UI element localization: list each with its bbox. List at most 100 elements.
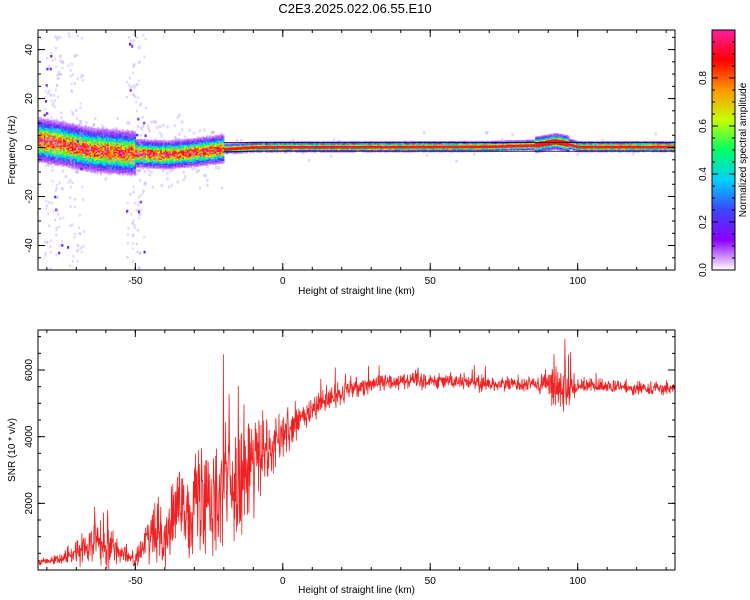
spectrogram-cell	[352, 144, 355, 146]
spectrogram-cell	[82, 131, 85, 135]
spectrogram-cell	[328, 148, 331, 150]
spectrogram-cell	[99, 165, 103, 167]
spectrogram-cell	[158, 159, 162, 162]
spectrogram-cell	[119, 154, 122, 157]
spectrogram-cell	[51, 162, 54, 164]
spectrogram-cell	[169, 160, 172, 163]
spectrogram-cell	[243, 148, 246, 151]
spectrogram-cell	[439, 145, 442, 148]
spectrogram-cell	[49, 141, 52, 144]
spectrogram-cell	[76, 158, 79, 161]
spectrogram-cell	[445, 141, 448, 143]
spectrogram-cell	[94, 169, 97, 172]
spectrogram-cell	[77, 127, 80, 130]
spectrogram-cell	[67, 163, 70, 166]
spectrogram-cell	[212, 130, 215, 134]
spectrogram-cell	[133, 156, 136, 159]
spectrogram-cell	[38, 154, 41, 157]
spectrogram-cell	[122, 170, 125, 173]
spectrogram-cell	[428, 143, 431, 146]
spectrogram-cell	[300, 149, 303, 152]
spectrogram-cell	[83, 150, 86, 153]
spectrogram-cell	[97, 134, 100, 138]
spectrogram-cell	[48, 122, 51, 125]
spectrogram-cell	[98, 147, 101, 150]
spectrogram-cell	[201, 149, 204, 152]
spectrogram-cell	[42, 159, 45, 162]
spectrogram-cell	[214, 161, 218, 164]
spectrogram-cell	[111, 163, 114, 166]
spectrogram-cell	[147, 158, 150, 161]
spectrogram-cell	[40, 136, 44, 139]
spectrogram-cell	[313, 142, 316, 145]
spectrogram-cell	[108, 153, 111, 156]
spectrogram-cell	[80, 155, 83, 158]
spectrogram-cell	[253, 144, 256, 147]
spectrogram-cell	[95, 144, 98, 147]
spectrogram-cell	[122, 153, 125, 157]
spectrogram-cell	[111, 151, 114, 154]
spectrogram-cell	[324, 141, 327, 145]
spectrogram-cell	[125, 156, 128, 159]
spectrogram-cell	[195, 170, 199, 174]
spectrogram-cell	[116, 128, 119, 131]
spectrogram-cell	[116, 159, 119, 162]
spectrogram-cell	[446, 149, 449, 152]
spectrogram-cell	[111, 133, 114, 136]
spectrogram-cell	[184, 152, 187, 155]
spectrogram-cell	[88, 136, 91, 139]
spectrogram-cell	[200, 150, 203, 153]
spectrogram-cell	[135, 143, 138, 145]
spectrogram-cell	[234, 152, 237, 155]
spectrogram-cell	[127, 157, 131, 160]
spectrogram-cell	[88, 144, 91, 147]
spectrogram-cell	[293, 144, 296, 148]
spectrogram-cell	[42, 153, 45, 156]
spectrogram-cell	[170, 149, 173, 152]
spectrogram-cell	[184, 149, 187, 153]
spectrogram-cell	[76, 150, 79, 153]
spectrogram-cell	[210, 140, 213, 143]
spectrogram-cell	[291, 149, 294, 152]
spectrogram-cell	[83, 130, 86, 133]
spectrogram-cell	[46, 133, 49, 135]
spectrogram-cell	[330, 149, 333, 152]
spectrogram-cell	[206, 136, 209, 139]
spectrogram-cell	[209, 151, 212, 154]
spectrogram-cell	[95, 128, 98, 131]
spectrogram-cell	[219, 133, 222, 136]
spectrogram-cell	[69, 155, 72, 158]
spectrogram-cell	[51, 140, 54, 143]
spectrogram-cell	[58, 136, 61, 139]
spectrogram-cell	[299, 149, 302, 152]
spectrogram-cell	[123, 136, 126, 138]
spectrogram-cell	[189, 157, 193, 160]
spectrogram-cell	[212, 144, 215, 146]
spectrogram-cell	[77, 165, 80, 168]
spectrogram-cell	[182, 145, 185, 148]
spectrogram-cell	[210, 144, 213, 147]
spectrogram-cell	[154, 165, 157, 168]
spectrogram-cell	[107, 141, 110, 144]
spectrogram-cell	[85, 133, 88, 136]
spectrogram-cell	[273, 142, 277, 145]
spectrogram-cell	[110, 169, 113, 172]
spectrogram-cell	[365, 148, 368, 151]
spectrogram-cell	[117, 142, 120, 145]
spectrogram-cell	[133, 170, 136, 173]
spectrogram-cell	[437, 145, 440, 148]
spectrogram-cell	[332, 142, 336, 145]
spectrogram-cell	[380, 149, 383, 152]
spectrogram-cell	[127, 137, 131, 140]
spectrogram-cell	[127, 121, 131, 125]
spectrogram-cell	[366, 149, 369, 152]
spectrogram-cell	[163, 148, 166, 151]
spectrogram-cell	[107, 144, 110, 147]
spectrogram-cell	[288, 144, 291, 146]
spectrogram-cell	[176, 154, 179, 157]
spectrogram-cell	[257, 150, 260, 153]
spectrogram-cell	[80, 160, 83, 163]
spectrogram-cell	[123, 141, 126, 144]
spectrogram-cell	[104, 133, 107, 136]
spectrogram-cell	[194, 151, 197, 154]
